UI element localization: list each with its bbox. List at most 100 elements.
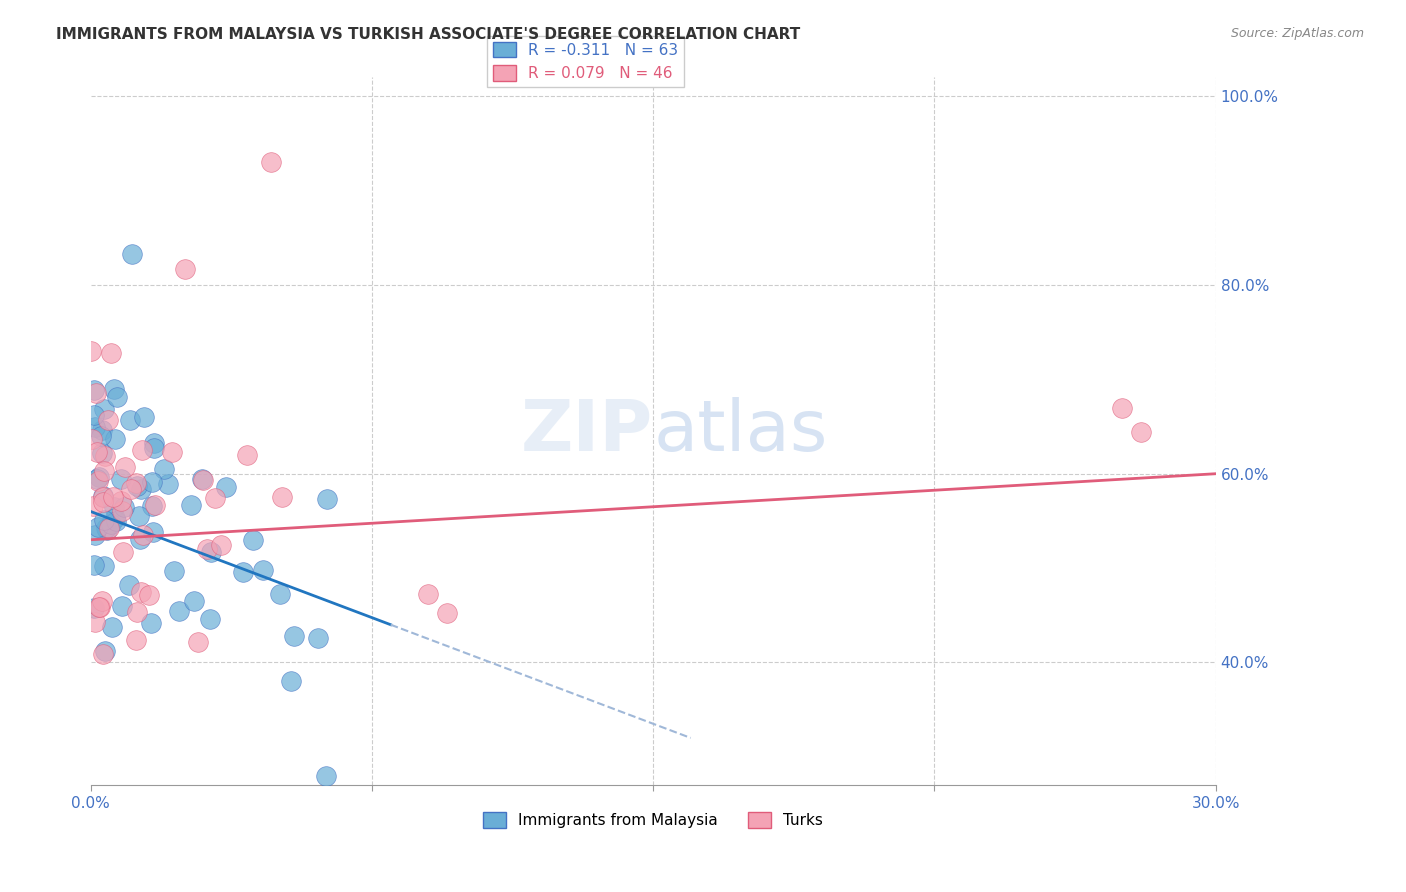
Point xyxy=(101,620,124,634)
Point xyxy=(138,588,160,602)
Point xyxy=(174,261,197,276)
Point xyxy=(242,533,264,548)
Point xyxy=(104,515,127,529)
Point xyxy=(436,607,458,621)
Point xyxy=(89,599,111,614)
Point xyxy=(270,490,292,504)
Point xyxy=(98,521,121,535)
Point xyxy=(143,436,166,450)
Point xyxy=(252,563,274,577)
Point xyxy=(1129,425,1152,439)
Point xyxy=(121,246,143,260)
Point xyxy=(157,477,180,491)
Point xyxy=(200,544,222,558)
Point xyxy=(283,629,305,643)
Legend: Immigrants from Malaysia, Turks: Immigrants from Malaysia, Turks xyxy=(477,805,830,834)
Point xyxy=(94,644,117,658)
Point xyxy=(83,615,105,629)
Point xyxy=(86,472,108,486)
Point xyxy=(103,382,125,396)
Point xyxy=(1111,401,1133,415)
Point xyxy=(120,483,142,497)
Point xyxy=(83,409,105,423)
Point xyxy=(91,489,114,503)
Point xyxy=(198,611,221,625)
Point xyxy=(91,423,114,437)
Point xyxy=(91,594,114,608)
Text: Source: ZipAtlas.com: Source: ZipAtlas.com xyxy=(1230,27,1364,40)
Text: ZIP: ZIP xyxy=(520,397,654,466)
Point xyxy=(129,585,152,599)
Point xyxy=(84,527,107,541)
Point xyxy=(82,499,104,513)
Point xyxy=(418,587,440,601)
Point xyxy=(91,648,114,662)
Point xyxy=(101,490,124,504)
Point xyxy=(143,498,166,512)
Point xyxy=(131,443,153,458)
Point xyxy=(280,674,302,689)
Point xyxy=(93,513,115,527)
Point xyxy=(103,500,125,514)
Point xyxy=(269,587,291,601)
Point xyxy=(191,471,214,485)
Point xyxy=(191,473,214,487)
Point xyxy=(142,524,165,539)
Point xyxy=(104,511,127,525)
Point xyxy=(91,446,114,460)
Point xyxy=(195,542,218,557)
Point xyxy=(142,441,165,455)
Point xyxy=(80,344,103,359)
Point xyxy=(112,500,135,514)
Point xyxy=(215,480,238,494)
Point xyxy=(160,445,183,459)
Point xyxy=(183,594,205,608)
Point xyxy=(86,520,108,534)
Point xyxy=(105,390,128,404)
Point xyxy=(111,599,134,614)
Point xyxy=(129,532,152,546)
Point xyxy=(307,631,329,645)
Point xyxy=(89,469,111,483)
Point xyxy=(118,413,141,427)
Point xyxy=(259,155,281,169)
Point xyxy=(93,401,115,416)
Point xyxy=(97,413,120,427)
Point xyxy=(129,482,152,496)
Point xyxy=(125,633,148,648)
Point xyxy=(91,495,114,509)
Point xyxy=(209,538,232,552)
Point xyxy=(94,521,117,535)
Point xyxy=(316,491,339,506)
Point xyxy=(90,429,112,443)
Point xyxy=(89,600,111,615)
Point xyxy=(93,464,115,478)
Point xyxy=(141,475,163,489)
Point xyxy=(187,634,209,648)
Point xyxy=(104,432,127,446)
Point xyxy=(236,448,259,462)
Point xyxy=(141,615,163,630)
Point xyxy=(93,558,115,573)
Point xyxy=(163,564,186,578)
Point xyxy=(100,516,122,531)
Point xyxy=(153,462,176,476)
Point xyxy=(132,528,155,542)
Point xyxy=(141,499,163,513)
Point xyxy=(83,558,105,573)
Point xyxy=(315,769,337,783)
Point xyxy=(100,346,122,360)
Point xyxy=(132,409,155,424)
Point xyxy=(110,493,132,508)
Point xyxy=(86,474,108,488)
Point xyxy=(125,479,148,493)
Point xyxy=(96,523,118,537)
Point xyxy=(111,545,134,559)
Point xyxy=(83,600,105,615)
Point xyxy=(204,491,226,505)
Point xyxy=(128,508,150,523)
Point xyxy=(83,384,105,398)
Point xyxy=(84,385,107,400)
Point xyxy=(169,605,191,619)
Point xyxy=(124,476,146,491)
